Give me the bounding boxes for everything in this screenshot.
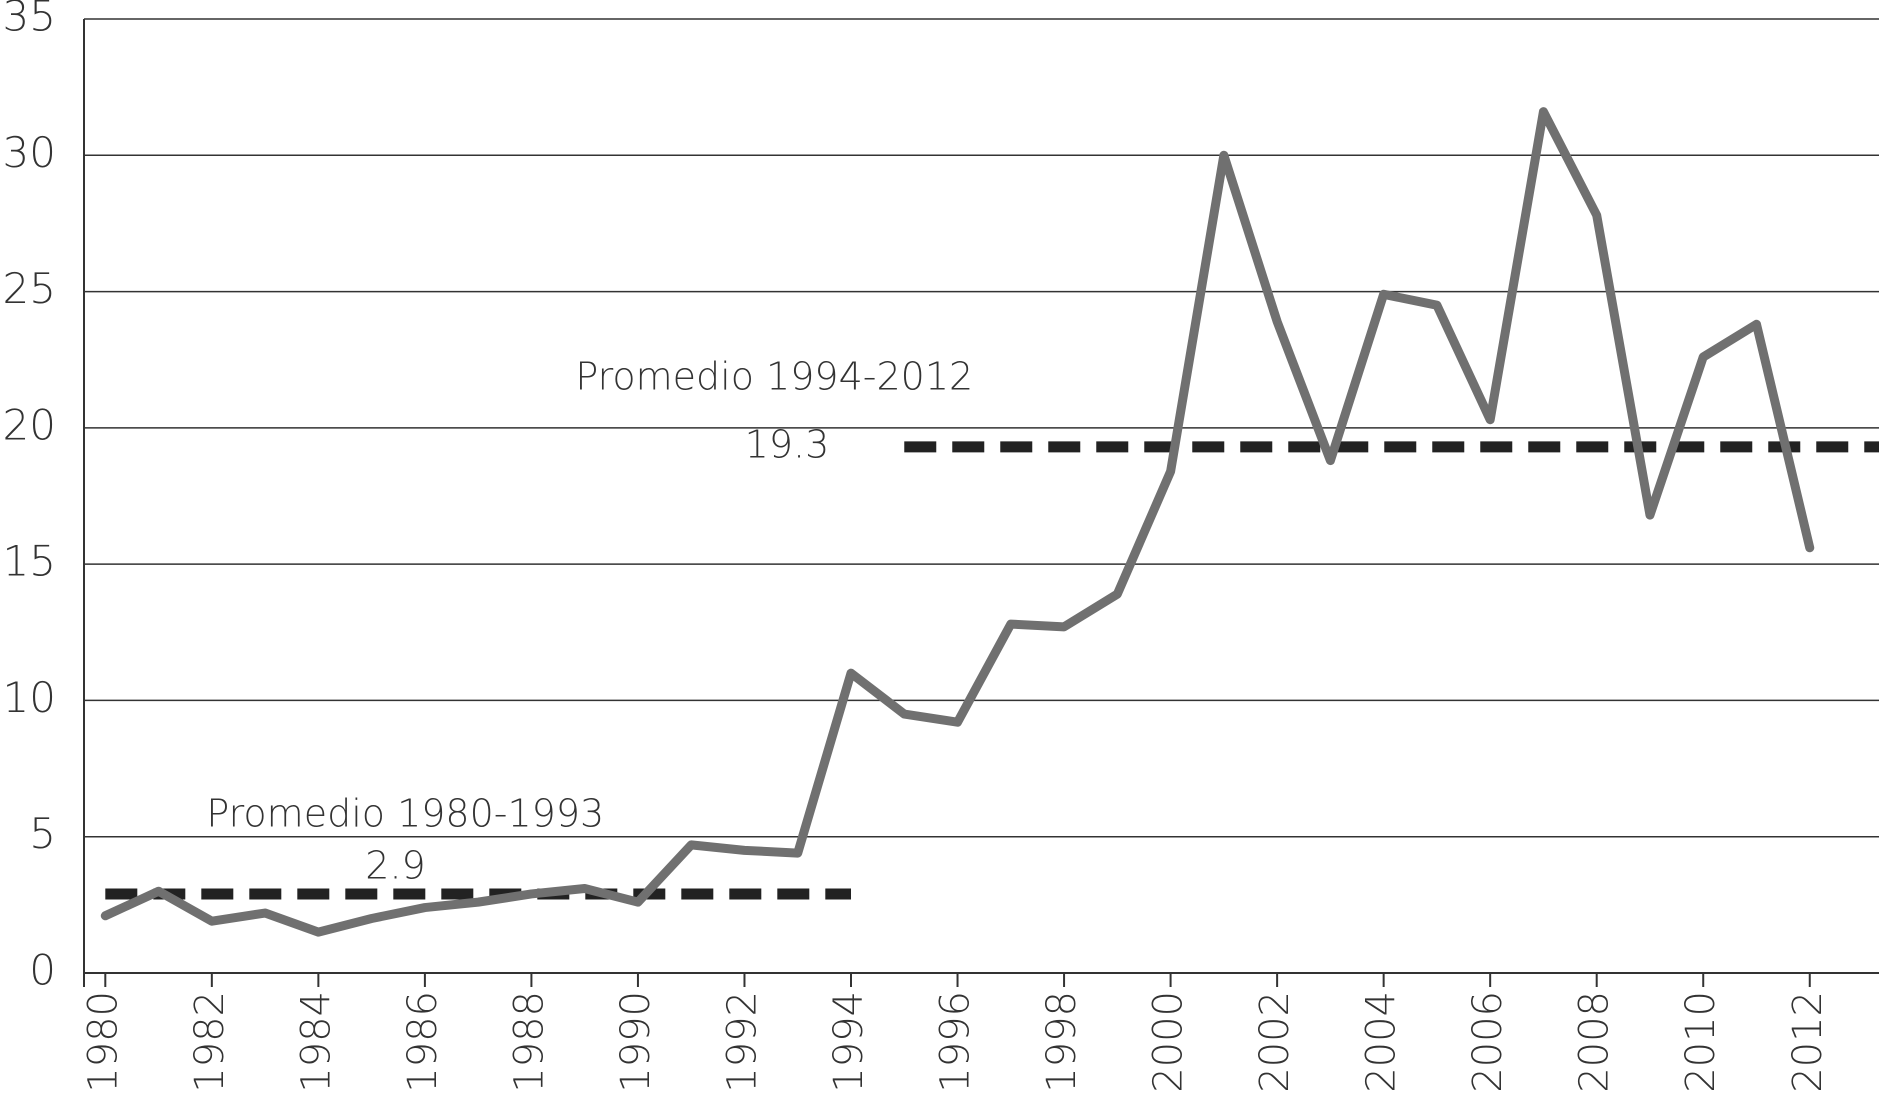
x-tick-label: 1984 [293, 991, 339, 1093]
y-tick-label: 10 [3, 673, 56, 722]
x-tick-label: 2002 [1252, 991, 1298, 1093]
y-tick-label: 20 [3, 400, 56, 449]
y-tick-label: 25 [3, 264, 56, 313]
y-tick-label: 35 [3, 0, 56, 41]
average-label: Promedio 1980-1993 [206, 791, 604, 835]
x-tick-label: 2006 [1465, 991, 1511, 1093]
x-tick-label: 2008 [1572, 991, 1618, 1093]
x-tick-label: 2012 [1785, 991, 1831, 1093]
average-value-label: 19.3 [745, 422, 830, 466]
x-tick-label: 1990 [613, 991, 659, 1093]
y-tick-label: 5 [29, 809, 56, 858]
x-tick-label: 1988 [506, 991, 552, 1093]
average-label: Promedio 1994-2012 [575, 354, 973, 398]
y-tick-label: 30 [3, 128, 56, 177]
x-tick-label: 1980 [80, 991, 126, 1093]
average-value-label: 2.9 [365, 843, 425, 887]
x-tick-label: 2000 [1146, 991, 1192, 1093]
x-tick-label: 1996 [933, 991, 979, 1093]
x-tick-label: 1994 [826, 991, 872, 1093]
y-tick-label: 0 [29, 946, 56, 995]
data-line [100, 107, 1815, 937]
x-tick-label: 1986 [400, 991, 446, 1093]
x-tick-label: 1982 [187, 991, 233, 1093]
y-tick-label: 15 [3, 537, 56, 586]
x-tick-label: 2010 [1678, 991, 1724, 1093]
x-tick-label: 2004 [1359, 991, 1405, 1093]
x-tick-label: 1992 [719, 991, 765, 1093]
x-tick-label: 1998 [1039, 991, 1085, 1093]
